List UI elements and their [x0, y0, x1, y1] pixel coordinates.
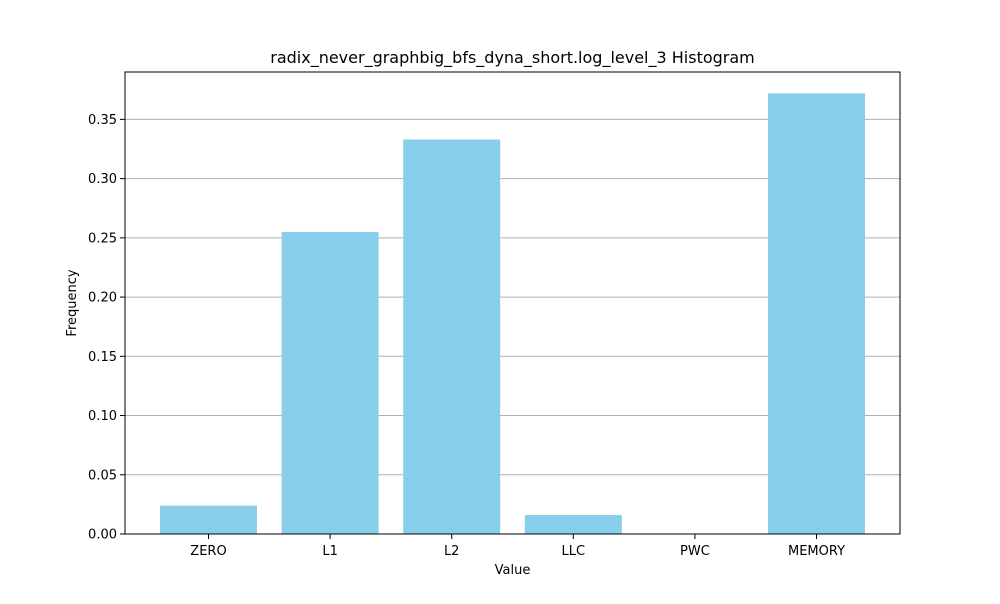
y-axis-ticks: 0.00 0.05 0.10 0.15 0.20 0.25 0.30 0.35: [88, 113, 125, 543]
plot-frame: [124, 71, 901, 535]
y-tick-label: 0.15: [88, 350, 117, 365]
x-tick-label: L1: [322, 544, 338, 559]
y-tick-label: 0.30: [88, 172, 117, 187]
x-tick-label: PWC: [680, 544, 710, 559]
x-axis-ticks: ZERO L1 L2 LLC PWC MEMORY: [190, 534, 845, 559]
y-tick-label: 0.35: [88, 113, 117, 128]
y-tick-label: 0.10: [88, 409, 117, 424]
y-tick-label: 0.20: [88, 291, 117, 306]
bar-memory: [768, 93, 865, 535]
x-tick-label: MEMORY: [788, 544, 845, 559]
y-axis-label: Frequency: [65, 269, 80, 336]
y-tick-label: 0.05: [88, 468, 117, 483]
bar-l1: [281, 231, 379, 534]
bars: [160, 93, 865, 535]
x-axis-label: Value: [495, 563, 531, 578]
bar-llc: [524, 515, 622, 534]
y-tick-label: 0.25: [88, 231, 117, 246]
x-tick-label: L2: [444, 544, 460, 559]
bar-l2: [403, 139, 501, 534]
chart-title: radix_never_graphbig_bfs_dyna_short.log_…: [270, 48, 755, 68]
bar-zero: [160, 505, 257, 534]
y-tick-label: 0.00: [88, 528, 117, 543]
x-tick-label: LLC: [562, 544, 586, 559]
grid-lines: [125, 118, 900, 476]
x-tick-label: ZERO: [190, 544, 226, 559]
